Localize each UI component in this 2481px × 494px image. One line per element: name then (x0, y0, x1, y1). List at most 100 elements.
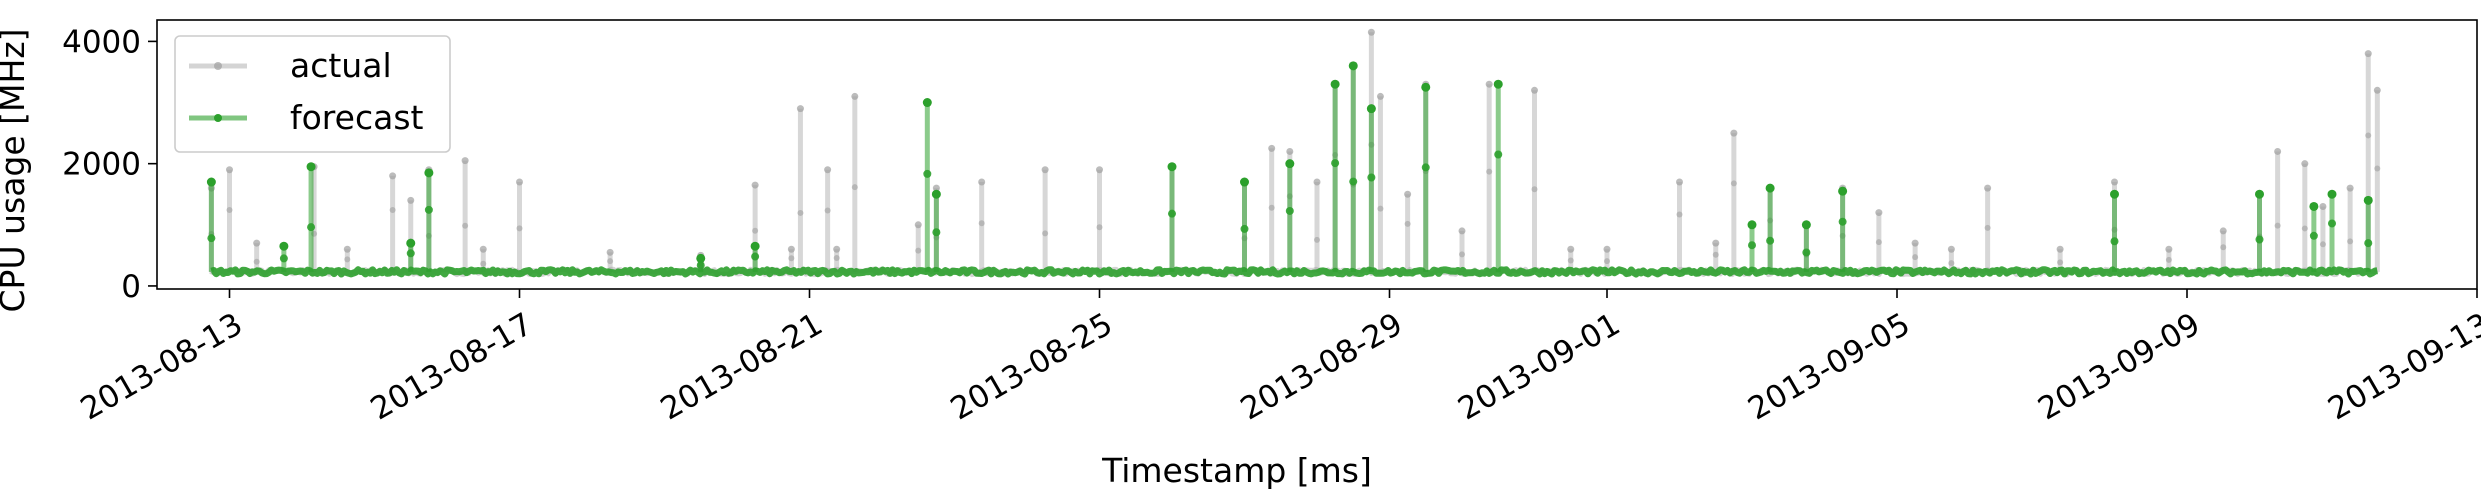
series-actual-point (1486, 168, 1493, 175)
series-actual-point (1712, 251, 1719, 258)
series-actual-point (1376, 92, 1384, 100)
series-actual-point (2347, 238, 2354, 245)
series-forecast-point (1838, 217, 1847, 226)
series-actual-point (226, 166, 233, 174)
series-forecast-point (1838, 186, 1848, 196)
legend-swatch-marker (214, 62, 222, 70)
series-actual-point (2364, 50, 2372, 58)
series-actual-point (2301, 160, 2309, 168)
series-forecast-point (2110, 189, 2119, 199)
series-actual-point (461, 157, 469, 165)
series-forecast-point (406, 238, 416, 248)
series-actual-point (787, 245, 795, 253)
series-actual-point (606, 248, 614, 256)
series-actual-point (1875, 209, 1883, 217)
series-actual-point (1730, 180, 1737, 187)
series-actual-point (1676, 178, 1683, 186)
series-actual-point (932, 184, 940, 192)
series-actual-point (1604, 258, 1610, 265)
series-actual-point (516, 225, 523, 232)
series-forecast-point (932, 228, 941, 237)
series-actual-point (915, 247, 922, 254)
series-actual-point (797, 209, 804, 216)
series-actual-point (1096, 166, 1103, 174)
series-actual-point (344, 256, 351, 263)
series-actual-point (751, 181, 759, 189)
series-forecast-point (1285, 206, 1294, 215)
series-forecast-point (1747, 220, 1757, 230)
series-forecast-point (751, 252, 760, 261)
series-actual-point (253, 239, 261, 247)
series-actual-point (978, 220, 985, 227)
series-actual-point (253, 258, 260, 265)
series-actual-point (824, 166, 832, 174)
series-actual-point (1377, 205, 1384, 212)
series-forecast-point (1168, 209, 1176, 218)
series-actual-point (1314, 236, 1320, 243)
x-tick-label: 2013-09-01 (1452, 306, 1626, 427)
series-actual-point (1531, 86, 1538, 94)
series-forecast-point (931, 189, 941, 199)
series-actual-point (2374, 165, 2381, 172)
series-actual-point (824, 207, 831, 214)
series-actual-point (978, 178, 986, 186)
series-forecast-point (2110, 237, 2119, 246)
series-actual-point (1459, 251, 1465, 258)
series-actual-point (1286, 147, 1294, 155)
series-forecast-point (2255, 235, 2264, 244)
series-actual-point (1313, 178, 1321, 186)
legend-swatch-marker (214, 114, 222, 122)
series-forecast-point (1421, 82, 1431, 92)
series-forecast-point (1421, 163, 1430, 172)
series-actual-point (1268, 144, 1276, 152)
series-actual-point (1096, 224, 1103, 231)
x-tick-label: 2013-08-13 (75, 306, 249, 427)
series-actual-point (2165, 256, 2172, 263)
series-actual-point (752, 227, 759, 234)
y-axis: 0 2000 4000 (62, 24, 157, 305)
series-actual-point (1712, 239, 1720, 247)
y-axis-label: CPU usage [MHz] (0, 28, 32, 312)
series-forecast-point (2309, 231, 2318, 240)
series-forecast-point (1348, 61, 1358, 71)
legend-box (174, 35, 451, 153)
series-forecast-point (1330, 79, 1340, 89)
series-forecast-point (279, 241, 289, 251)
series-actual-point (1042, 230, 1049, 237)
series-forecast-point (1240, 177, 1249, 187)
x-tick-label: 2013-09-05 (1742, 306, 1916, 427)
series-actual-point (1567, 257, 1574, 264)
series-forecast-point (1493, 79, 1503, 89)
series-forecast-point (750, 241, 760, 251)
x-tick-label: 2013-08-29 (1235, 306, 1409, 427)
series-actual-point (226, 206, 233, 213)
series-forecast-point (1494, 150, 1503, 159)
series-actual (207, 28, 2381, 278)
x-tick-label: 2013-08-21 (655, 306, 829, 427)
x-tick-label: 2013-09-13 (2322, 306, 2481, 427)
series-forecast-point (424, 205, 433, 214)
series-actual-point (1531, 186, 1538, 193)
series-forecast-point (923, 169, 932, 178)
series-forecast-point (406, 249, 415, 258)
series-forecast-point (1765, 183, 1775, 193)
series-actual-point (914, 221, 922, 229)
series-actual-point (1730, 129, 1738, 137)
series-actual-point (833, 255, 840, 262)
legend-label-forecast: forecast (290, 98, 424, 137)
series-actual-point (480, 260, 487, 267)
series-actual-point (389, 207, 396, 214)
series-actual-point (2365, 132, 2372, 139)
series-actual-point (2056, 245, 2064, 253)
series-forecast-point (206, 177, 216, 187)
series-forecast-point (1367, 173, 1376, 182)
plot-layer (206, 28, 2381, 278)
series-actual-point (833, 245, 841, 253)
series-actual-point (479, 245, 487, 253)
x-tick-label: 2013-09-09 (2032, 306, 2206, 427)
series-actual-point (1603, 245, 1611, 253)
series-actual-point (1567, 245, 1575, 253)
series-actual-point (851, 184, 858, 191)
series-forecast-point (1748, 241, 1756, 250)
